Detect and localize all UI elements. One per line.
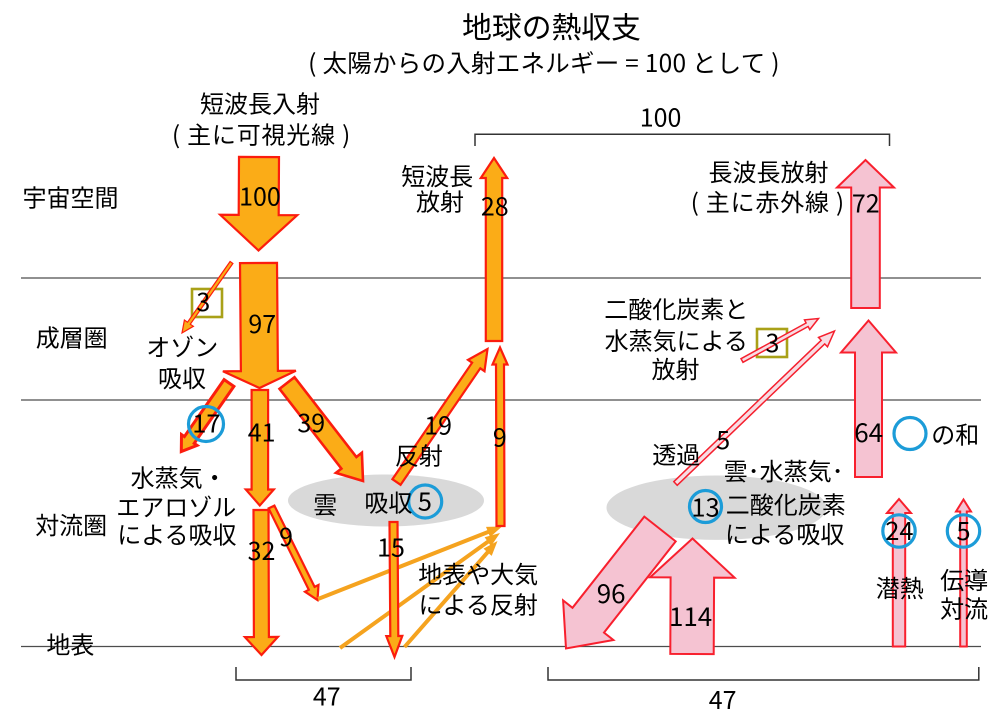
svg-text:114: 114 [669,597,712,634]
svg-text:97: 97 [248,305,276,341]
svg-text:対流圏: 対流圏 [35,506,107,541]
svg-text:15: 15 [377,528,405,564]
svg-text:による吸収: による吸収 [725,515,844,550]
svg-text:二酸化炭素: 二酸化炭素 [726,486,846,521]
svg-text:長波長放射: 長波長放射 [709,153,829,188]
svg-text:5: 5 [956,511,970,548]
svg-text:5: 5 [418,482,432,519]
svg-text:成層圏: 成層圏 [36,318,108,353]
svg-text:雲: 雲 [313,485,337,520]
svg-text:対流: 対流 [940,590,988,625]
svg-text:28: 28 [481,188,509,224]
svg-text:( 主に可視光線 ): ( 主に可視光線 ) [172,115,351,150]
svg-text:二酸化炭素と: 二酸化炭素と [604,290,748,325]
svg-text:24: 24 [885,511,913,548]
svg-text:放射: 放射 [652,350,700,385]
svg-text:100: 100 [640,99,682,135]
svg-text:短波長: 短波長 [401,157,473,192]
svg-text:水蒸気による: 水蒸気による [605,321,748,356]
svg-text:13: 13 [691,487,719,524]
svg-text:地球の熱収支: 地球の熱収支 [462,3,641,47]
svg-text:39: 39 [297,404,325,440]
svg-text:の和: の和 [931,416,979,451]
svg-text:100: 100 [239,178,281,214]
svg-text:吸収: 吸収 [364,484,412,519]
svg-text:3: 3 [196,283,210,319]
svg-text:96: 96 [597,574,626,611]
svg-text:64: 64 [854,413,883,450]
svg-text:宇宙空間: 宇宙空間 [23,178,119,213]
svg-text:5: 5 [716,421,730,457]
svg-text:吸収: 吸収 [158,359,206,394]
svg-text:( 主に赤外線 ): ( 主に赤外線 ) [691,183,845,218]
svg-text:9: 9 [279,518,293,554]
svg-text:19: 19 [424,407,452,443]
svg-text:透過: 透過 [652,435,700,470]
svg-text:オゾン: オゾン [146,328,218,363]
svg-text:伝導: 伝導 [940,561,988,596]
svg-text:による反射: による反射 [419,586,538,621]
svg-text:地表: 地表 [46,625,94,660]
svg-text:17: 17 [192,403,220,440]
svg-text:反射: 反射 [395,437,443,472]
svg-text:( 太陽からの入射エネルギー = 100 として ): ( 太陽からの入射エネルギー = 100 として ) [308,45,780,80]
svg-text:9: 9 [493,419,507,455]
svg-text:32: 32 [248,532,276,568]
svg-text:地表や大気: 地表や大気 [418,555,538,590]
svg-text:による吸収: による吸収 [117,515,236,550]
svg-text:水蒸気・: 水蒸気・ [131,459,227,494]
svg-text:雲･水蒸気･: 雲･水蒸気･ [724,452,844,487]
svg-text:47: 47 [313,677,341,713]
svg-text:47: 47 [709,681,737,717]
svg-text:41: 41 [248,413,276,449]
svg-text:エアロゾル: エアロゾル [116,488,236,523]
svg-text:72: 72 [852,185,880,221]
svg-text:放射: 放射 [416,182,464,217]
svg-text:短波長入射: 短波長入射 [200,85,320,120]
svg-text:潜熱: 潜熱 [876,569,924,604]
svg-text:3: 3 [765,324,779,360]
